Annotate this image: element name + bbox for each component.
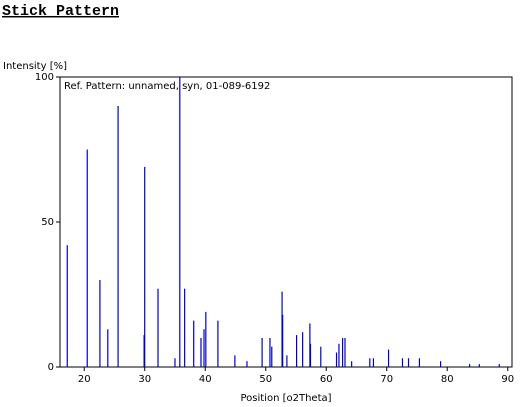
x-tick-label: 80 — [441, 374, 454, 385]
x-tick-label: 20 — [78, 374, 91, 385]
x-tick-label: 40 — [199, 374, 212, 385]
y-axis-label: Intensity [%] — [3, 61, 67, 72]
y-tick-label: 0 — [48, 362, 54, 373]
x-tick-label: 60 — [320, 374, 333, 385]
chart-title: Stick Pattern — [2, 3, 119, 20]
y-tick-label: 50 — [41, 217, 54, 228]
x-tick-label: 30 — [138, 374, 151, 385]
x-tick-label: 50 — [259, 374, 272, 385]
x-tick-label: 70 — [380, 374, 393, 385]
x-tick-label: 90 — [501, 374, 514, 385]
plot-frame — [59, 76, 513, 368]
y-tick-label: 100 — [35, 72, 54, 83]
annotation: Ref. Pattern: unnamed, syn, 01-089-6192 — [64, 81, 270, 92]
x-axis-label: Position [o2Theta] — [240, 393, 331, 404]
